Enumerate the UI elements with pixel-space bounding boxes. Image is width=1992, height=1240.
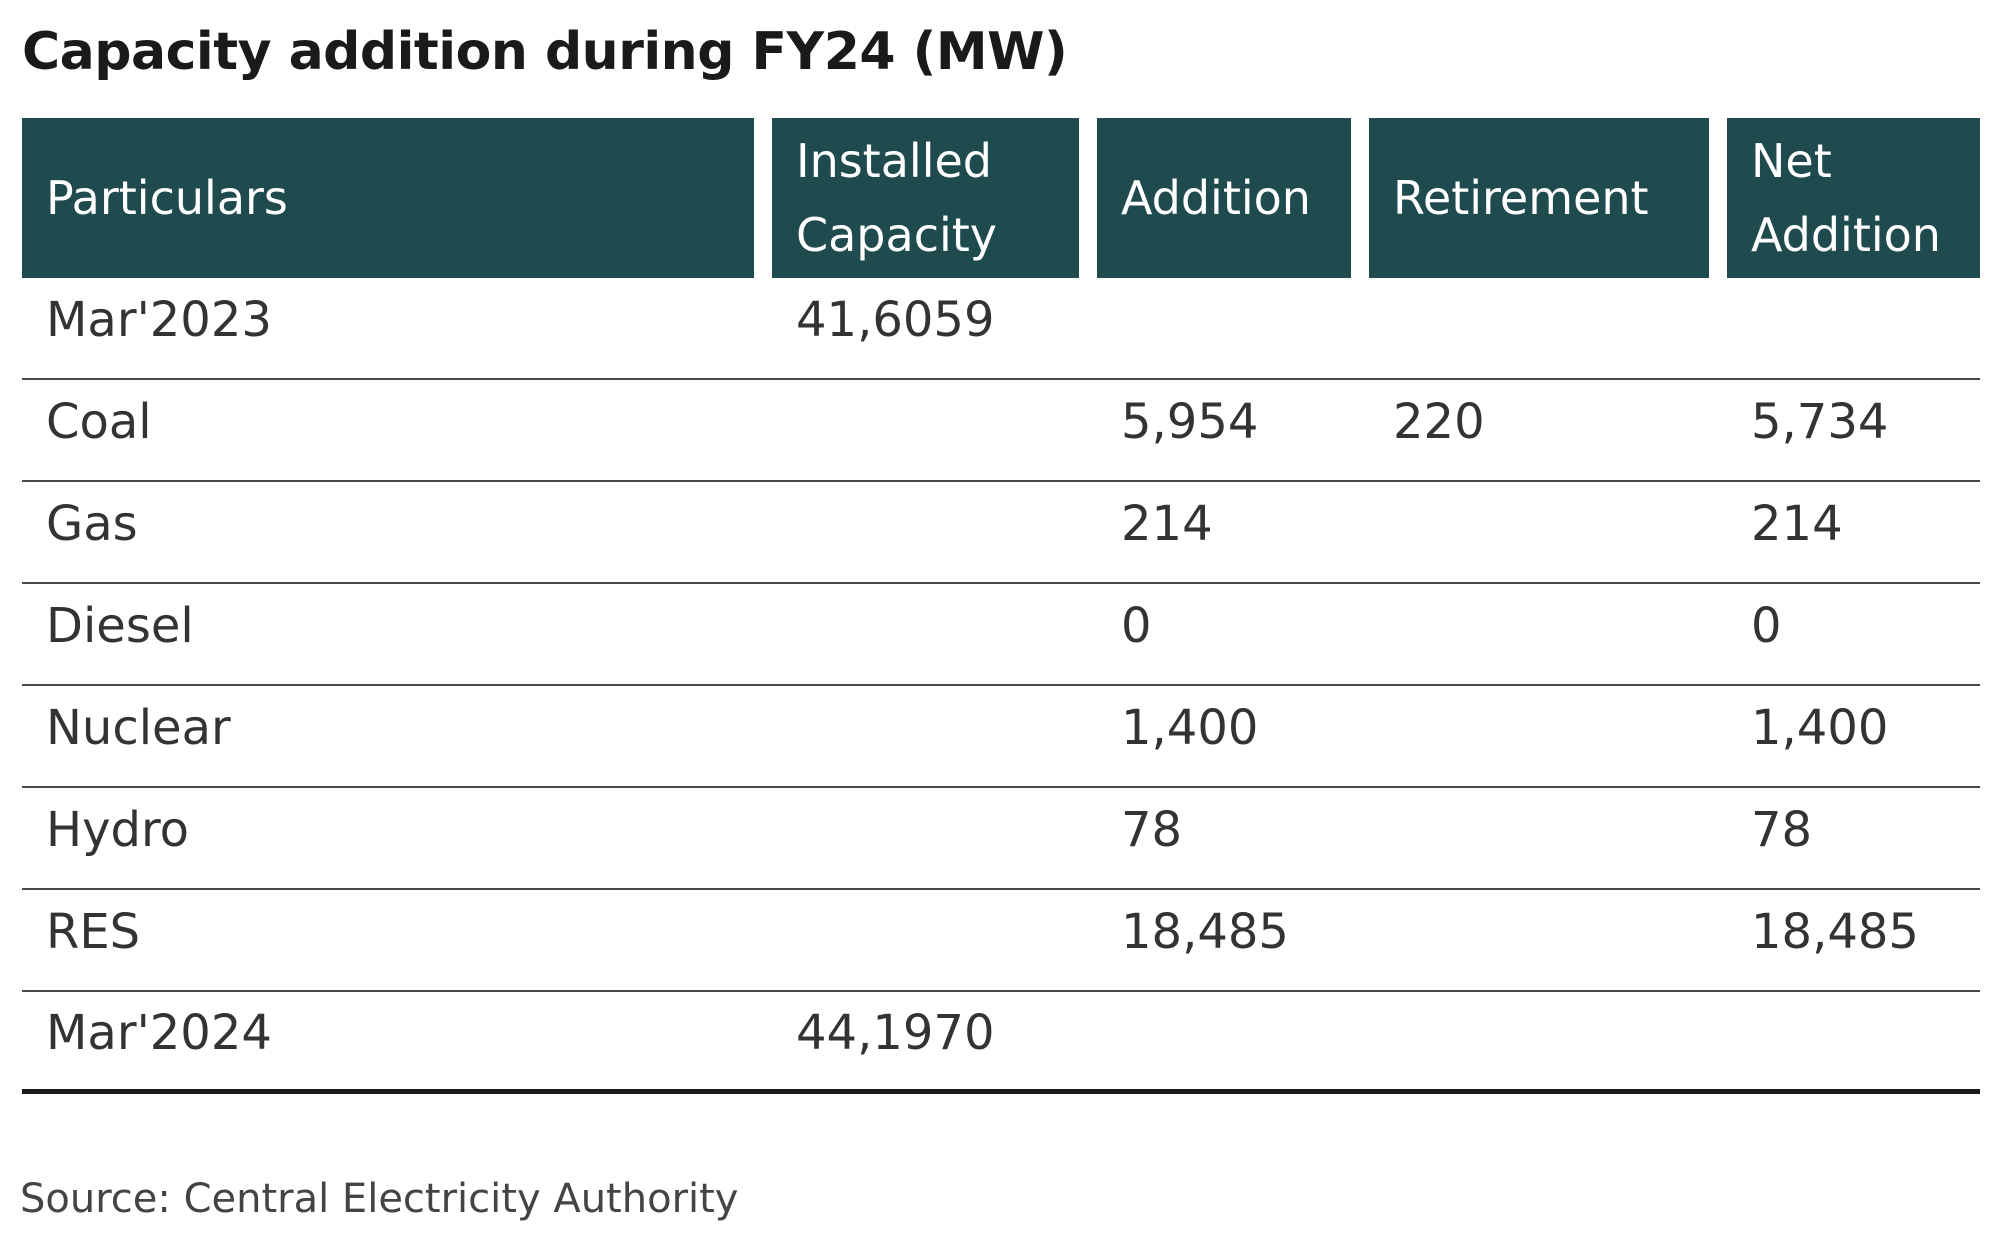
cell-particulars: Nuclear <box>46 700 231 756</box>
source-note: Source: Central Electricity Authority <box>20 1176 739 1222</box>
cell-particulars: Diesel <box>46 598 194 654</box>
cell-net-addition: 0 <box>1751 598 1782 654</box>
table-row: Diesel 0 0 <box>22 584 1980 686</box>
cell-addition: 1,400 <box>1121 700 1259 756</box>
cell-particulars: Mar'2024 <box>46 1004 272 1061</box>
cell-particulars: Mar'2023 <box>46 292 272 348</box>
cell-retirement: 220 <box>1393 394 1485 450</box>
cell-particulars: Hydro <box>46 802 190 858</box>
cell-addition: 214 <box>1121 496 1213 552</box>
cell-addition: 18,485 <box>1121 904 1289 960</box>
header-retirement: Retirement <box>1369 118 1709 278</box>
table-row: RES 18,485 18,485 <box>22 890 1980 992</box>
header-label: Addition <box>1121 171 1311 225</box>
cell-addition: 5,954 <box>1121 394 1259 450</box>
table-title: Capacity addition during FY24 (MW) <box>22 22 1068 82</box>
header-label: Net Addition <box>1751 134 1941 262</box>
cell-installed-capacity: 44,1970 <box>796 1004 995 1061</box>
table-row: Hydro 78 78 <box>22 788 1980 890</box>
cell-particulars: RES <box>46 904 141 960</box>
table-row: Nuclear 1,400 1,400 <box>22 686 1980 788</box>
cell-net-addition: 214 <box>1751 496 1843 552</box>
cell-particulars: Coal <box>46 394 152 450</box>
header-addition: Addition <box>1097 118 1351 278</box>
header-label: Particulars <box>46 171 288 225</box>
header-installed-capacity: Installed Capacity <box>772 118 1079 278</box>
table-body: Mar'2023 41,6059 Coal 5,954 220 5,734 Gas 214 21… <box>22 278 1980 1094</box>
table-row: Mar'2023 41,6059 <box>22 278 1980 380</box>
table-row: Mar'2024 44,1970 <box>22 992 1980 1094</box>
table-header-row: Particulars Installed Capacity Addition Ret… <box>22 118 1980 278</box>
capacity-table: Particulars Installed Capacity Addition Ret… <box>22 118 1980 1094</box>
cell-net-addition: 18,485 <box>1751 904 1919 960</box>
cell-addition: 78 <box>1121 802 1183 858</box>
header-particulars: Particulars <box>22 118 754 278</box>
table-row: Coal 5,954 220 5,734 <box>22 380 1980 482</box>
cell-net-addition: 78 <box>1751 802 1813 858</box>
cell-installed-capacity: 41,6059 <box>796 292 995 348</box>
cell-addition: 0 <box>1121 598 1152 654</box>
cell-net-addition: 5,734 <box>1751 394 1889 450</box>
table-row: Gas 214 214 <box>22 482 1980 584</box>
cell-net-addition: 1,400 <box>1751 700 1889 756</box>
header-label: Installed Capacity <box>796 134 998 262</box>
header-net-addition: Net Addition <box>1727 118 1980 278</box>
header-label: Retirement <box>1393 171 1649 225</box>
cell-particulars: Gas <box>46 496 138 552</box>
